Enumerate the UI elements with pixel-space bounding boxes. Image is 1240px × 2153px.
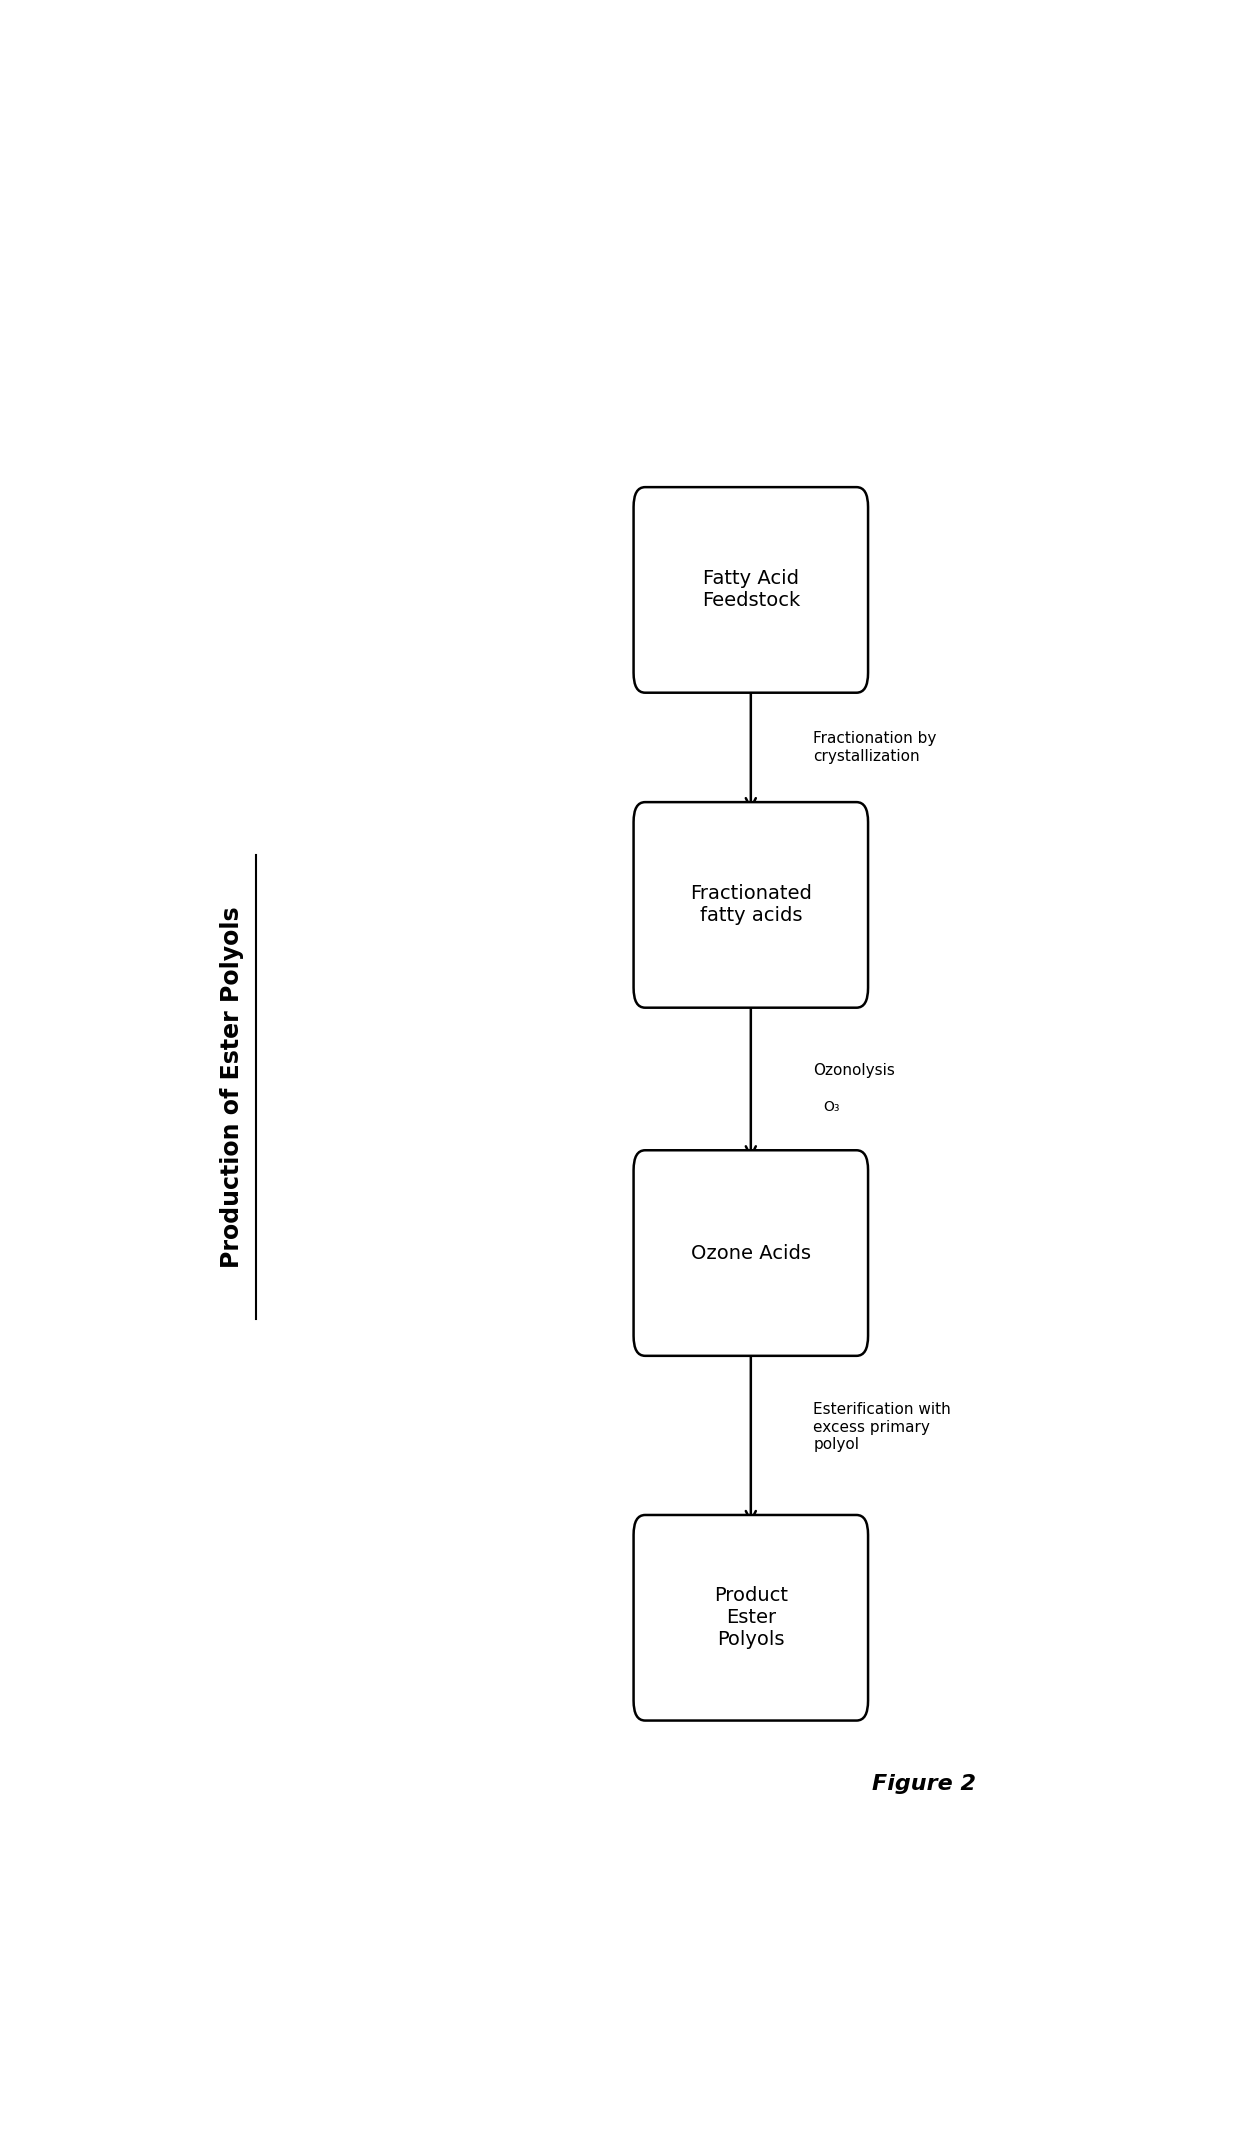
Text: Esterification with
excess primary
polyol: Esterification with excess primary polyo… [813, 1402, 951, 1451]
FancyBboxPatch shape [634, 803, 868, 1008]
Text: Production of Ester Polyols: Production of Ester Polyols [219, 906, 244, 1268]
FancyBboxPatch shape [634, 1150, 868, 1356]
Text: Product
Ester
Polyols: Product Ester Polyols [714, 1587, 787, 1649]
FancyBboxPatch shape [634, 1516, 868, 1720]
Text: Figure 2: Figure 2 [872, 1774, 976, 1793]
Text: O₃: O₃ [823, 1100, 839, 1113]
Text: Fatty Acid
Feedstock: Fatty Acid Feedstock [702, 568, 800, 611]
Text: Ozone Acids: Ozone Acids [691, 1244, 811, 1262]
FancyBboxPatch shape [634, 487, 868, 693]
Text: Ozonolysis: Ozonolysis [813, 1064, 895, 1079]
Text: Fractionated
fatty acids: Fractionated fatty acids [689, 885, 812, 926]
Text: Fractionation by
crystallization: Fractionation by crystallization [813, 732, 936, 764]
